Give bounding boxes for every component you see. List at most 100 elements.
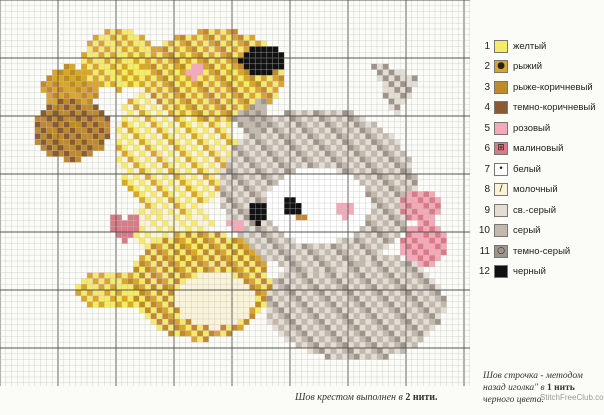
stitch-cell xyxy=(116,272,122,279)
stitch-cell xyxy=(284,261,290,267)
stitch-cell xyxy=(348,127,354,134)
stitch-cell xyxy=(435,255,441,261)
stitch-cell xyxy=(377,272,383,279)
stitch-cell xyxy=(278,133,285,140)
stitch-cell xyxy=(359,174,366,180)
stitch-cell xyxy=(156,266,163,273)
stitch-cell xyxy=(342,116,348,122)
stitch-cell xyxy=(243,220,250,227)
stitch-cell xyxy=(174,150,180,157)
stitch-cell xyxy=(272,232,279,238)
stitch-cell xyxy=(266,81,273,87)
stitch-cell xyxy=(348,139,354,145)
stitch-cell xyxy=(365,162,372,169)
stitch-cell xyxy=(232,197,238,203)
stitch-cell xyxy=(423,272,430,279)
stitch-cell xyxy=(261,46,267,53)
stitch-cell xyxy=(133,162,140,169)
stitch-cell xyxy=(162,185,169,192)
stitch-cell xyxy=(313,127,319,134)
stitch-cell xyxy=(197,92,203,99)
stitch-cell xyxy=(272,185,279,192)
stitch-cell xyxy=(87,139,93,145)
stitch-cell xyxy=(353,208,360,215)
stitch-cell xyxy=(232,237,238,244)
stitch-cell xyxy=(353,139,360,145)
stitch-cell xyxy=(133,81,140,87)
stitch-cell xyxy=(133,98,140,105)
stitch-cell xyxy=(191,87,198,93)
stitch-cell xyxy=(353,255,360,261)
stitch-cell xyxy=(87,63,93,70)
stitch-cell xyxy=(220,81,227,87)
stitch-cell xyxy=(249,191,256,198)
stitch-cell xyxy=(150,301,157,308)
stitch-cell xyxy=(197,214,203,221)
stitch-cell xyxy=(150,179,157,186)
stitch-cell xyxy=(191,336,198,343)
stitch-cell xyxy=(226,98,232,105)
stitch-cell xyxy=(388,156,395,163)
stitch-cell xyxy=(284,266,290,273)
stitch-cell xyxy=(162,104,169,111)
stitch-cell xyxy=(278,81,285,87)
stitch-cell xyxy=(232,29,238,35)
stitch-cell xyxy=(371,272,377,279)
stitch-cell xyxy=(232,249,238,256)
stitch-cell xyxy=(191,127,198,134)
stitch-cell xyxy=(197,330,203,337)
stitch-cell xyxy=(435,197,441,203)
stitch-cell xyxy=(237,319,244,325)
stitch-cell xyxy=(104,272,111,279)
stitch-cell xyxy=(261,261,267,267)
stitch-cell xyxy=(307,261,314,267)
legend-label: рыжий xyxy=(513,61,543,72)
stitch-cell xyxy=(203,127,209,134)
stitch-cell xyxy=(324,203,331,209)
stitch-cell xyxy=(411,266,418,273)
stitch-cell xyxy=(191,220,198,227)
stitch-cell xyxy=(319,330,325,337)
stitch-cell xyxy=(394,232,401,238)
stitch-cell xyxy=(324,150,331,157)
stitch-cell xyxy=(255,63,261,70)
stitch-cell xyxy=(58,145,64,151)
stitch-cell xyxy=(348,301,354,308)
stitch-cell xyxy=(319,266,325,273)
stitch-cell xyxy=(243,162,250,169)
legend-row: 4 темно-коричневый xyxy=(476,100,596,116)
stitch-cell xyxy=(388,185,395,192)
stitch-cell xyxy=(353,191,360,198)
stitch-cell xyxy=(104,290,111,296)
stitch-cell xyxy=(382,237,389,244)
stitch-cell xyxy=(203,324,209,331)
stitch-cell xyxy=(284,127,290,134)
stitch-cell xyxy=(243,127,250,134)
stitch-cell xyxy=(359,150,366,157)
stitch-cell xyxy=(284,179,290,186)
stitch-cell xyxy=(313,214,319,221)
stitch-cell xyxy=(371,203,377,209)
stitch-cell xyxy=(139,46,145,53)
stitch-cell xyxy=(75,284,82,290)
stitch-cell xyxy=(121,174,128,180)
stitch-cell xyxy=(214,87,221,93)
legend-row: 7 • белый xyxy=(476,161,541,177)
stitch-cell xyxy=(150,191,157,198)
stitch-cell xyxy=(174,133,180,140)
stitch-cell xyxy=(249,220,256,227)
stitch-cell xyxy=(162,162,169,169)
stitch-cell xyxy=(301,174,308,180)
stitch-cell xyxy=(278,249,285,256)
stitch-cell xyxy=(348,145,354,151)
stitch-cell xyxy=(226,319,232,325)
stitch-cell xyxy=(237,156,244,163)
stitch-cell xyxy=(214,272,221,279)
stitch-cell xyxy=(348,330,354,337)
stitch-cell xyxy=(388,272,395,279)
stitch-cell xyxy=(232,272,238,279)
stitch-cell xyxy=(301,319,308,325)
stitch-cell xyxy=(232,185,238,192)
stitch-cell xyxy=(243,290,250,296)
stitch-cell xyxy=(284,191,290,198)
